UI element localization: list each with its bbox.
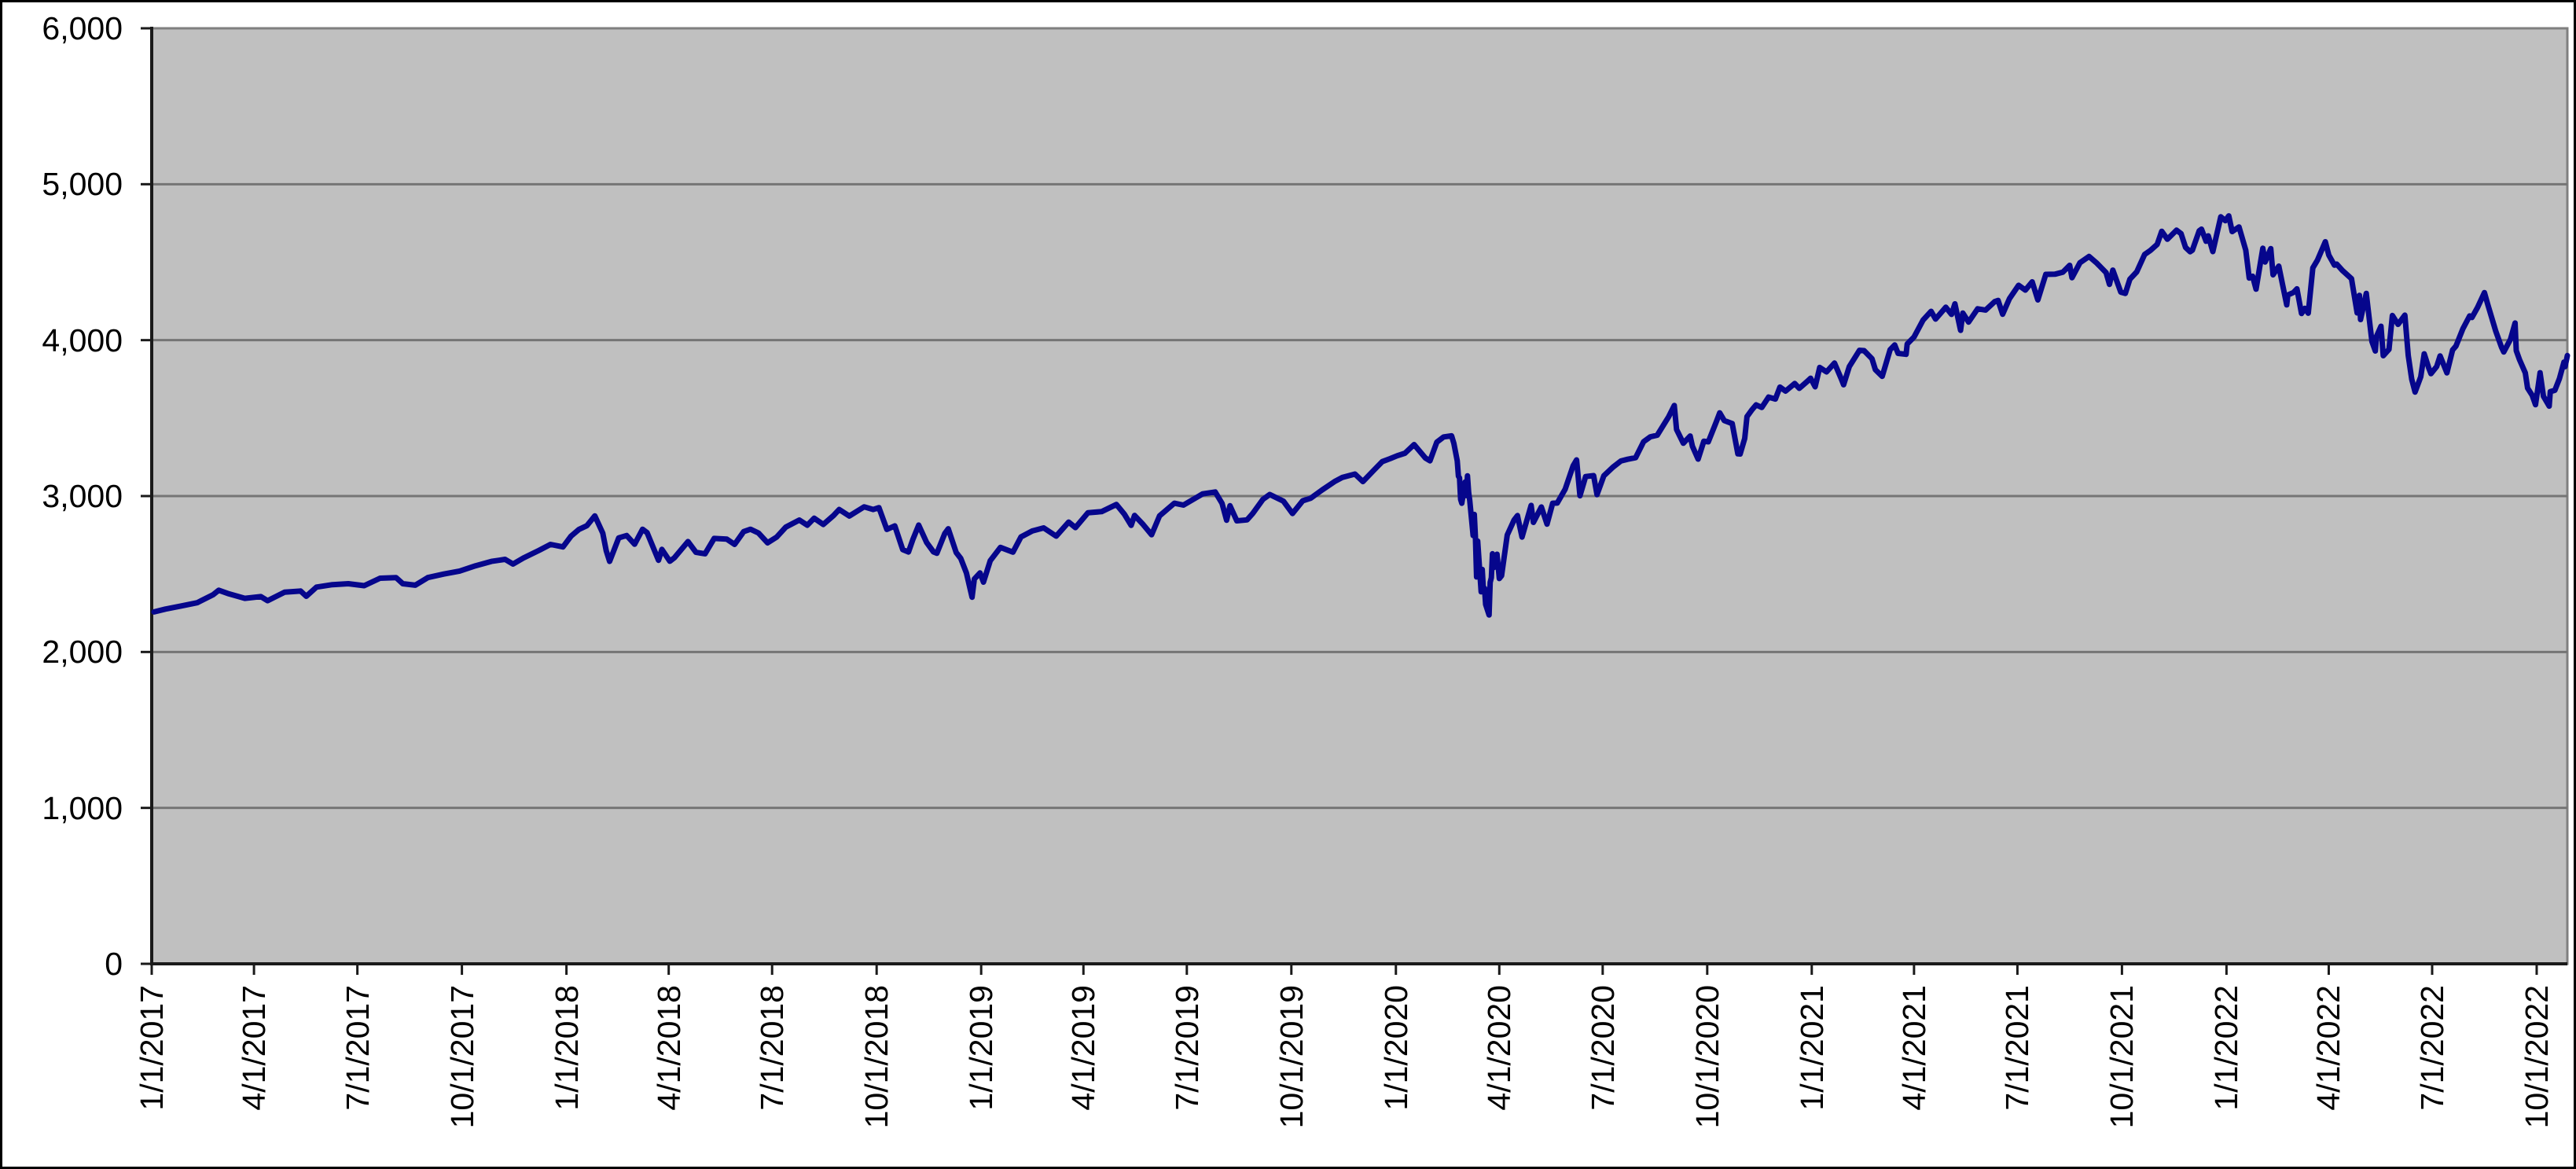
x-axis-label: 7/1/2017 <box>339 985 376 1111</box>
x-axis-label: 1/1/2022 <box>2208 985 2245 1111</box>
x-axis-label: 1/1/2017 <box>134 985 170 1111</box>
x-axis-label: 10/1/2020 <box>1689 985 1725 1129</box>
x-axis-label: 1/1/2021 <box>1793 985 1830 1111</box>
x-axis-label: 4/1/2020 <box>1481 985 1518 1111</box>
x-axis-label: 7/1/2021 <box>1999 985 2036 1111</box>
x-axis-label: 7/1/2022 <box>2413 985 2450 1111</box>
y-axis-label: 5,000 <box>42 166 123 203</box>
x-axis-label: 1/1/2020 <box>1377 985 1414 1111</box>
x-axis-label: 4/1/2017 <box>236 985 273 1111</box>
x-axis-label: 4/1/2019 <box>1065 985 1102 1111</box>
y-axis-label: 3,000 <box>42 478 123 514</box>
x-axis-label: 7/1/2020 <box>1584 985 1621 1111</box>
x-axis-label: 4/1/2022 <box>2310 985 2347 1111</box>
x-axis-label: 10/1/2018 <box>858 985 895 1129</box>
y-axis-label: 4,000 <box>42 322 123 358</box>
x-axis-label: 4/1/2021 <box>1895 985 1932 1111</box>
y-axis-label: 6,000 <box>42 10 123 46</box>
x-axis-label: 1/1/2018 <box>548 985 585 1111</box>
x-axis-label: 7/1/2018 <box>754 985 791 1111</box>
x-axis-label: 10/1/2019 <box>1273 985 1310 1129</box>
x-axis-label: 1/1/2019 <box>963 985 1000 1111</box>
x-axis-label: 7/1/2019 <box>1168 985 1205 1111</box>
x-axis-label: 10/1/2021 <box>2104 985 2141 1129</box>
series-line-index-close <box>151 213 2570 618</box>
x-axis-label: 4/1/2018 <box>650 985 687 1111</box>
y-axis-label: 1,000 <box>42 789 123 826</box>
y-axis-label: 0 <box>105 946 123 982</box>
x-axis-label: 10/1/2022 <box>2518 985 2555 1129</box>
x-axis-label: 10/1/2017 <box>443 985 480 1129</box>
y-axis-label: 2,000 <box>42 634 123 671</box>
